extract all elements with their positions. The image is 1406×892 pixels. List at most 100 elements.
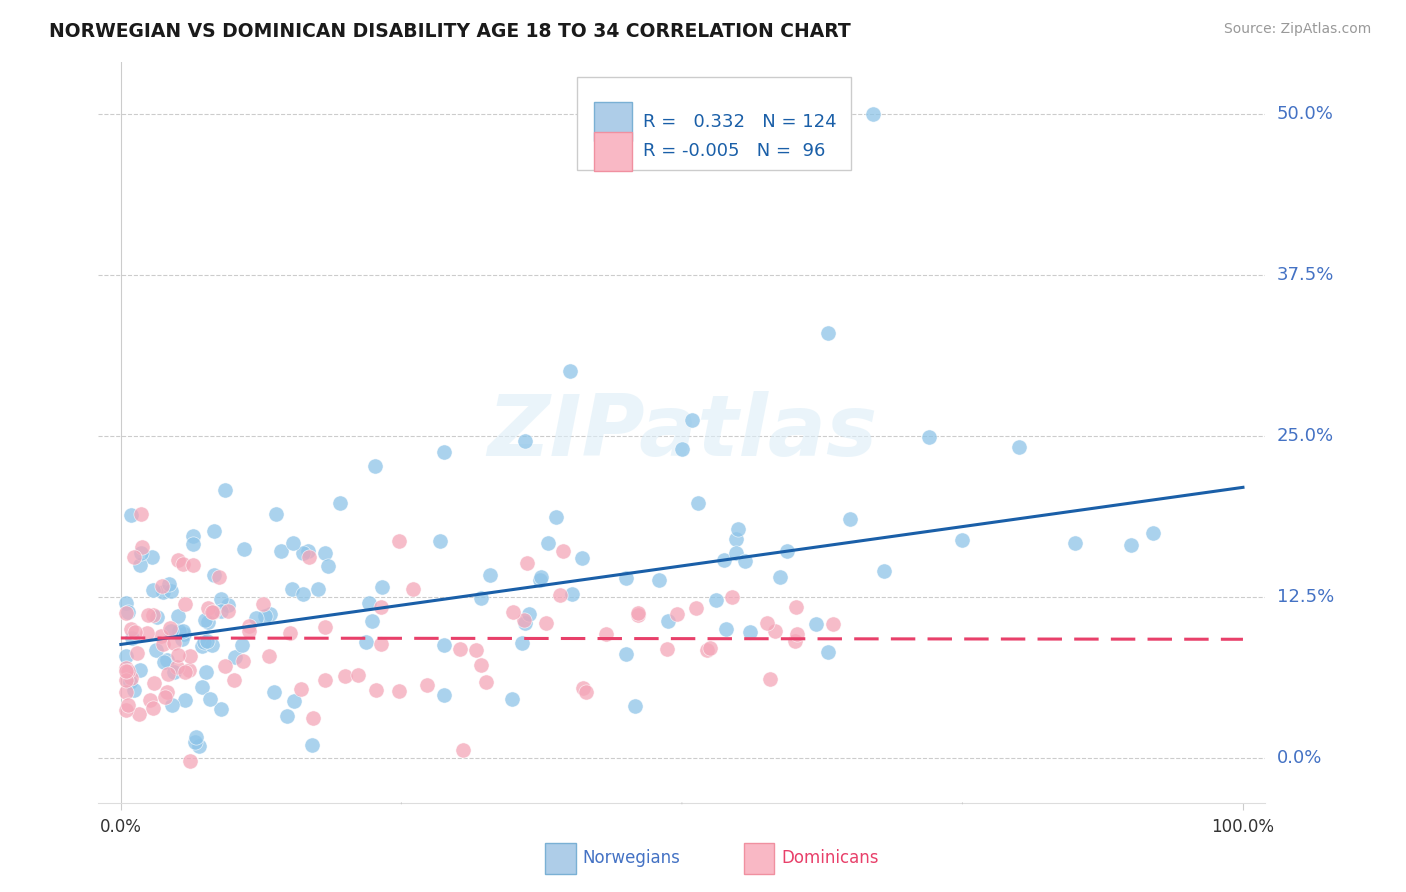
Point [314, 620, 336, 634]
Point [202, 567, 225, 582]
Point [187, 739, 209, 754]
Point [536, 536, 558, 550]
Point [172, 624, 194, 639]
Point [167, 648, 190, 663]
Point [159, 621, 181, 635]
Text: Dominicans: Dominicans [782, 849, 879, 867]
Point [167, 553, 190, 567]
Point [307, 582, 329, 597]
Point [817, 326, 839, 340]
Point [177, 663, 200, 677]
Point [329, 496, 352, 510]
Point [561, 587, 583, 601]
Point [714, 623, 737, 637]
Point [364, 682, 387, 697]
Point [152, 585, 174, 599]
Text: 0.0%: 0.0% [1277, 748, 1322, 767]
Point [173, 597, 195, 611]
Point [291, 546, 314, 560]
Point [804, 617, 827, 632]
Point [918, 430, 941, 444]
Text: R =   0.332   N = 124: R = 0.332 N = 124 [644, 112, 837, 130]
Point [155, 690, 177, 705]
Point [142, 607, 165, 622]
Point [453, 742, 475, 756]
Point [150, 629, 173, 643]
Point [727, 522, 749, 536]
Point [862, 107, 884, 121]
Point [191, 680, 214, 694]
Point [713, 553, 735, 567]
Point [117, 698, 139, 712]
Point [769, 570, 792, 584]
Point [648, 573, 671, 587]
Point [364, 458, 387, 473]
Point [115, 685, 138, 699]
Point [179, 754, 201, 768]
Point [156, 685, 179, 699]
Point [181, 529, 204, 543]
Point [179, 648, 201, 663]
Point [172, 557, 194, 571]
FancyBboxPatch shape [744, 843, 775, 874]
Point [174, 693, 197, 707]
Point [135, 626, 157, 640]
Point [513, 613, 536, 627]
Point [209, 702, 232, 716]
FancyBboxPatch shape [546, 843, 575, 874]
Point [517, 607, 540, 622]
Point [181, 537, 204, 551]
Point [120, 622, 142, 636]
Point [159, 624, 181, 639]
Point [118, 674, 141, 689]
Point [214, 483, 236, 498]
Text: NORWEGIAN VS DOMINICAN DISABILITY AGE 18 TO 34 CORRELATION CHART: NORWEGIAN VS DOMINICAN DISABILITY AGE 18… [49, 22, 851, 41]
Point [163, 636, 186, 650]
Point [160, 698, 183, 712]
Point [280, 626, 302, 640]
Point [193, 635, 215, 649]
Point [416, 678, 439, 692]
Point [776, 544, 799, 558]
Point [370, 637, 392, 651]
Point [685, 601, 707, 615]
Point [129, 546, 152, 560]
Point [817, 645, 839, 659]
Point [513, 434, 536, 449]
Point [470, 591, 492, 605]
Text: 25.0%: 25.0% [1277, 427, 1334, 445]
Point [626, 607, 648, 622]
FancyBboxPatch shape [595, 103, 631, 141]
Point [1063, 536, 1085, 550]
Point [783, 633, 806, 648]
Point [402, 582, 425, 596]
Point [839, 512, 862, 526]
Point [122, 682, 145, 697]
Point [314, 673, 336, 688]
Point [347, 668, 370, 682]
Point [197, 615, 219, 629]
Point [257, 648, 280, 663]
Point [181, 558, 204, 572]
Point [115, 596, 138, 610]
Point [195, 633, 218, 648]
Point [115, 648, 138, 663]
Point [156, 653, 179, 667]
Point [575, 685, 598, 699]
Point [129, 663, 152, 677]
Point [127, 646, 149, 660]
Point [614, 647, 637, 661]
Point [209, 604, 232, 618]
Point [357, 596, 380, 610]
Point [763, 624, 786, 639]
Point [238, 624, 260, 639]
Point [314, 546, 336, 560]
Point [655, 642, 678, 657]
Point [290, 681, 312, 696]
Point [174, 665, 197, 679]
Point [354, 634, 377, 648]
Point [117, 606, 139, 620]
Text: Norwegians: Norwegians [582, 849, 681, 867]
Point [252, 597, 274, 611]
Point [529, 570, 551, 584]
